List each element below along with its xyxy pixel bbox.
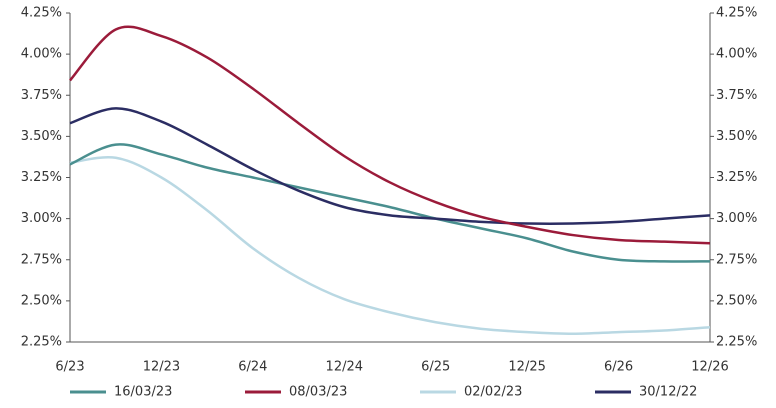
y2-tick-label: 3.25% <box>716 170 757 185</box>
y2-tick-label: 2.25% <box>716 335 757 350</box>
y2-tick-label: 4.00% <box>716 47 757 62</box>
x-tick-label: 12/26 <box>691 360 728 375</box>
y-tick-label: 3.50% <box>21 129 62 144</box>
series-line <box>69 107 711 226</box>
legend-label: 16/03/23 <box>114 385 172 400</box>
y2-tick-label: 4.25% <box>716 6 757 21</box>
y2-tick-label: 3.50% <box>716 129 757 144</box>
x-tick-label: 6/26 <box>604 360 633 375</box>
y-tick-label: 4.25% <box>21 6 62 21</box>
legend-label: 30/12/22 <box>639 385 697 400</box>
y2-tick-label: 2.75% <box>716 252 757 267</box>
series-line <box>69 25 711 245</box>
y-tick-label: 2.25% <box>21 335 62 350</box>
x-tick-label: 6/25 <box>421 360 450 375</box>
y2-tick-label: 3.00% <box>716 211 757 226</box>
y2-tick-label: 3.75% <box>716 88 757 103</box>
y-tick-label: 3.00% <box>21 211 62 226</box>
x-tick-label: 6/24 <box>238 360 267 375</box>
y-tick-label: 3.75% <box>21 88 62 103</box>
x-tick-label: 12/23 <box>143 360 180 375</box>
y-tick-label: 4.00% <box>21 47 62 62</box>
y-tick-label: 2.75% <box>21 252 62 267</box>
x-tick-label: 12/24 <box>326 360 363 375</box>
legend-label: 08/03/23 <box>289 385 347 400</box>
series-line <box>69 143 711 263</box>
x-tick-label: 6/23 <box>55 360 84 375</box>
y2-tick-label: 2.50% <box>716 293 757 308</box>
series-line <box>69 155 711 336</box>
legend-label: 02/02/23 <box>464 385 522 400</box>
y-tick-label: 3.25% <box>21 170 62 185</box>
y-tick-label: 2.50% <box>21 293 62 308</box>
x-tick-label: 12/25 <box>508 360 545 375</box>
